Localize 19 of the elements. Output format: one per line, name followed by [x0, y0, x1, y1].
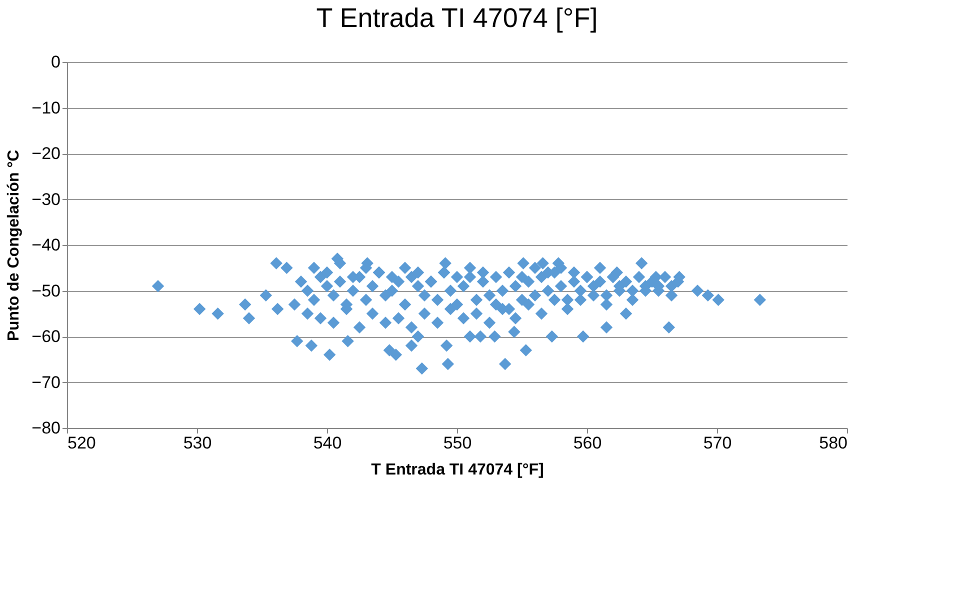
x-tick-label: 550 [443, 434, 472, 452]
y-tick-label: −40 [32, 236, 60, 254]
x-tick-label: 540 [313, 434, 342, 452]
x-tick-label: 570 [703, 434, 732, 452]
y-axis-title: Punto de Congelación °C [6, 149, 23, 342]
y-tick-label: −20 [32, 144, 60, 163]
y-tick-label: −70 [32, 372, 60, 392]
x-tick-label: 530 [183, 434, 212, 452]
x-tick-label: 580 [819, 434, 848, 452]
y-tick-label: −30 [32, 190, 60, 209]
y-tick-label: 0 [51, 52, 60, 72]
y-tick-label: −80 [32, 418, 60, 438]
y-tick-label: −10 [32, 98, 60, 118]
x-tick-label: 520 [68, 434, 96, 452]
y-tick-label: −60 [32, 327, 60, 346]
chart-title: T Entrada TI 47074 [°F] [316, 3, 598, 33]
x-axis-title: T Entrada TI 47074 [°F] [371, 462, 544, 478]
x-tick-label: 560 [573, 434, 602, 452]
y-tick-label: −50 [32, 281, 60, 300]
